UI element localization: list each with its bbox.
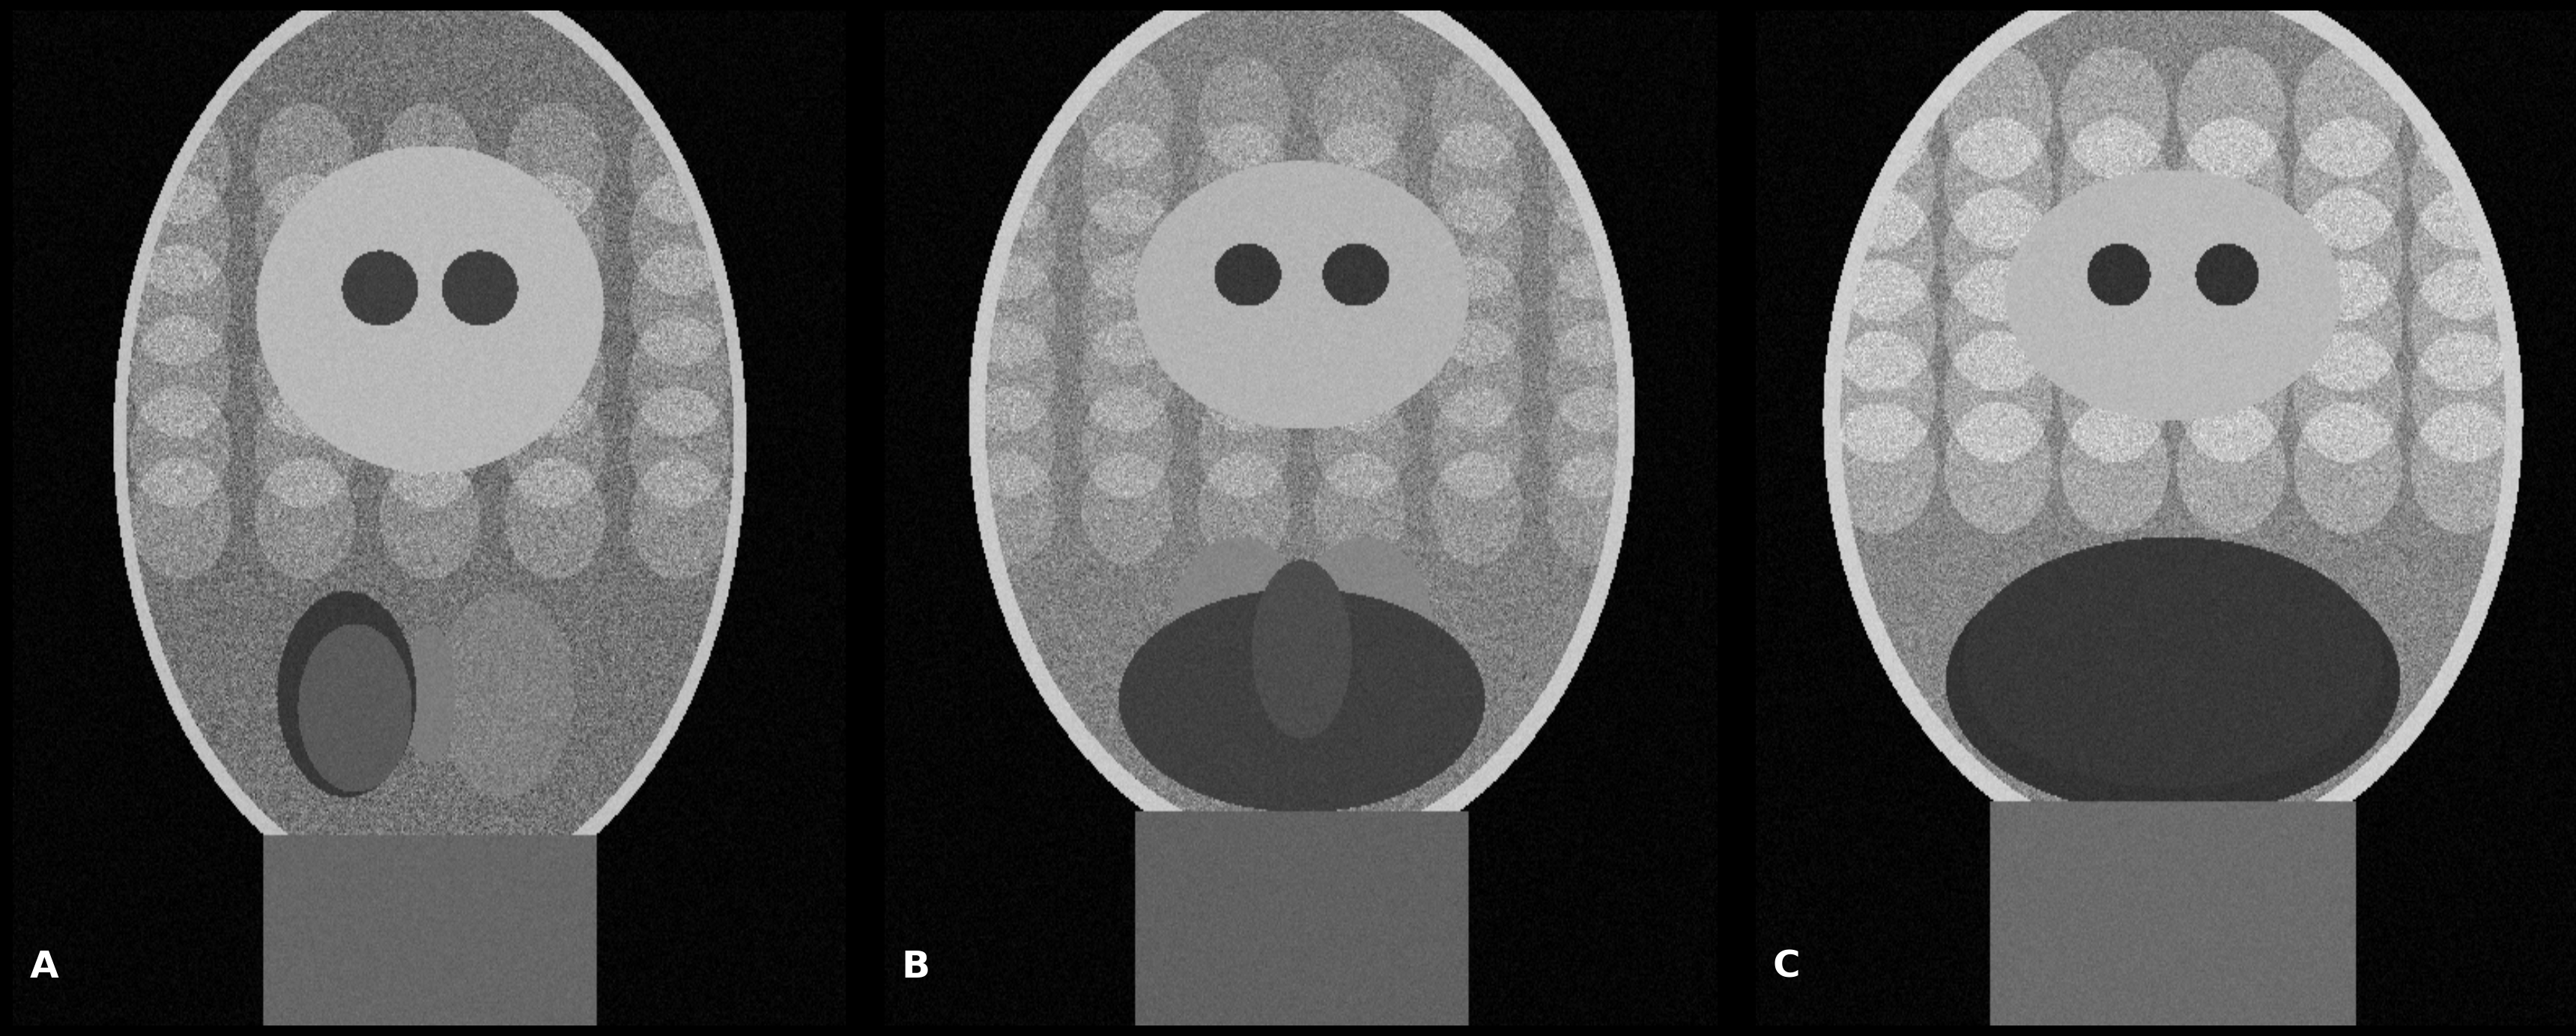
Text: B: B — [902, 949, 930, 985]
Text: C: C — [1772, 949, 1801, 985]
Text: A: A — [28, 949, 59, 985]
